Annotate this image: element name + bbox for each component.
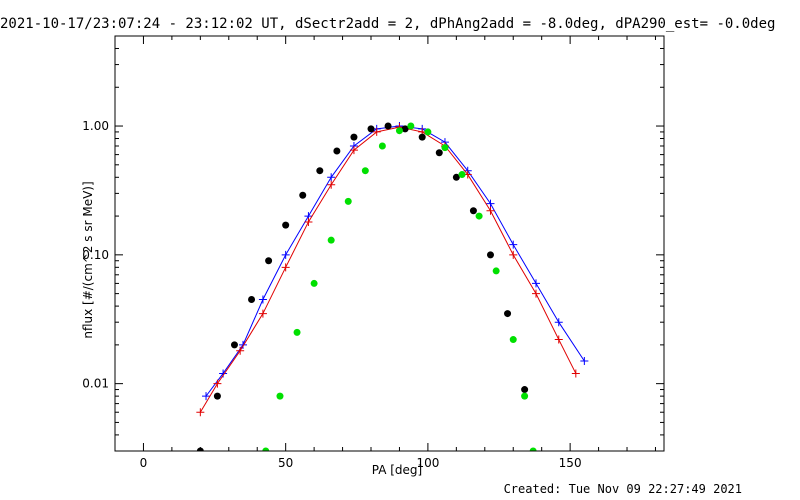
data-point bbox=[452, 173, 460, 181]
y-tick-label: 1.00 bbox=[82, 119, 109, 133]
y-tick-label: 0.10 bbox=[82, 248, 109, 262]
created-timestamp: Created: Tue Nov 09 22:27:49 2021 bbox=[503, 482, 742, 496]
data-point bbox=[424, 128, 432, 136]
data-point bbox=[327, 236, 335, 244]
data-point bbox=[384, 122, 392, 130]
data-point bbox=[350, 133, 358, 141]
data-point bbox=[258, 295, 267, 304]
data-point bbox=[258, 309, 267, 318]
data-point bbox=[316, 167, 324, 175]
data-point bbox=[281, 263, 290, 272]
data-point bbox=[531, 279, 540, 288]
series-0 bbox=[202, 122, 589, 401]
data-point bbox=[521, 392, 529, 400]
y-tick-label: 0.01 bbox=[82, 377, 109, 391]
series-line bbox=[199, 126, 577, 413]
data-point bbox=[492, 267, 500, 275]
data-point bbox=[435, 149, 443, 157]
data-point bbox=[407, 122, 415, 130]
x-tick-label: 150 bbox=[559, 456, 582, 470]
data-point bbox=[486, 251, 494, 259]
data-point bbox=[418, 133, 426, 141]
data-point bbox=[486, 206, 495, 215]
x-axis-label: PA [deg] bbox=[372, 463, 422, 477]
axes-layer: 0 50 100 150 0.01 0.10 1.00 bbox=[82, 35, 665, 470]
series-1 bbox=[196, 123, 580, 417]
data-point bbox=[282, 221, 290, 229]
data-point bbox=[333, 147, 341, 155]
data-point bbox=[509, 250, 518, 259]
data-point bbox=[531, 289, 540, 298]
data-point bbox=[236, 346, 245, 355]
data-point bbox=[213, 379, 222, 388]
data-point bbox=[276, 392, 284, 400]
data-point bbox=[299, 191, 307, 199]
y-axis-label: nflux [#/(cm^2 s sr MeV)] bbox=[81, 181, 95, 338]
x-tick-label: 50 bbox=[278, 456, 293, 470]
x-tick-label: 0 bbox=[140, 456, 148, 470]
data-point bbox=[293, 328, 301, 336]
series-layer bbox=[196, 122, 589, 451]
data-point bbox=[521, 386, 529, 394]
x-tick-label: 100 bbox=[416, 456, 439, 470]
data-point bbox=[509, 336, 517, 344]
data-point bbox=[202, 392, 211, 401]
data-point bbox=[349, 146, 358, 155]
data-point bbox=[401, 125, 409, 133]
plot-title: 2021-10-17/23:07:24 - 23:12:02 UT, dSect… bbox=[0, 16, 776, 32]
series-line bbox=[205, 125, 585, 397]
data-point bbox=[395, 127, 403, 135]
data-point bbox=[344, 197, 352, 205]
data-point bbox=[504, 310, 512, 318]
data-point bbox=[196, 408, 205, 417]
data-point bbox=[475, 212, 483, 220]
data-point bbox=[239, 340, 248, 349]
data-point bbox=[554, 318, 563, 327]
data-point bbox=[458, 171, 466, 179]
data-point bbox=[367, 125, 375, 133]
data-point bbox=[378, 142, 386, 150]
data-point bbox=[509, 240, 518, 249]
data-point bbox=[469, 207, 477, 215]
data-point bbox=[571, 369, 580, 378]
series-2 bbox=[196, 122, 529, 451]
plot-frame bbox=[114, 35, 665, 452]
data-point bbox=[310, 279, 318, 287]
data-point bbox=[327, 180, 336, 189]
data-point bbox=[372, 127, 381, 136]
data-point bbox=[248, 296, 256, 304]
series-3 bbox=[262, 122, 537, 451]
data-point bbox=[327, 173, 336, 182]
data-point bbox=[580, 356, 589, 365]
data-point bbox=[213, 392, 221, 400]
data-point bbox=[554, 335, 563, 344]
data-point bbox=[486, 199, 495, 208]
data-point bbox=[265, 257, 273, 265]
data-point bbox=[361, 167, 369, 175]
data-point bbox=[230, 341, 238, 349]
data-point bbox=[441, 144, 449, 152]
data-point bbox=[281, 250, 290, 259]
data-point bbox=[304, 217, 313, 226]
data-point bbox=[262, 447, 270, 451]
data-point bbox=[529, 447, 537, 451]
